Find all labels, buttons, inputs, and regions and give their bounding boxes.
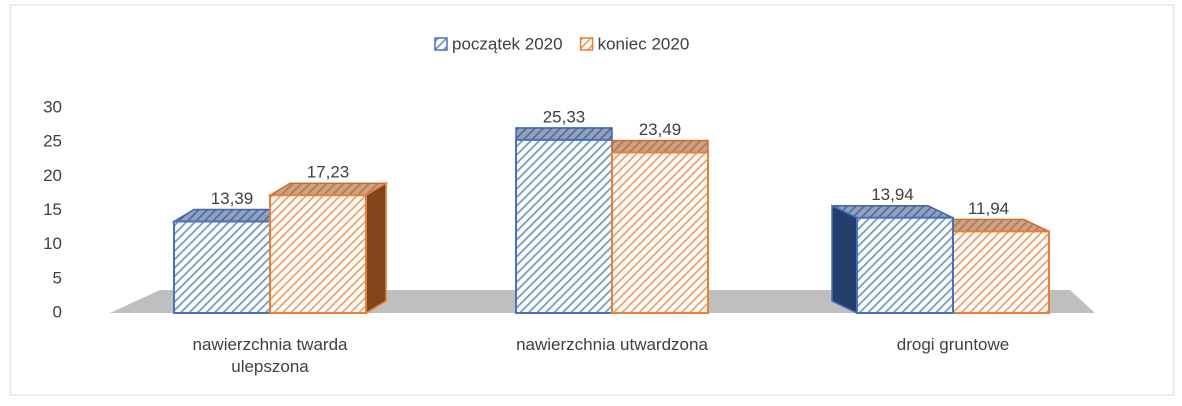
bar-front [952,230,1050,314]
data-label: 13,39 [211,189,254,208]
bar-side [365,181,387,315]
bar-top-shade [832,205,953,218]
bar-top-shade [928,219,1049,232]
x-tick-label: nawierzchnia utwardzona [516,335,708,354]
bar-front [269,194,367,315]
legend-swatch [434,37,448,51]
bar [267,181,389,315]
y-tick-label: 5 [53,268,62,287]
legend-label: koniec 2020 [598,34,690,53]
x-tick-label: drogi gruntowe [896,335,1010,354]
legend-label: początek 2020 [452,34,563,53]
bar [611,139,709,314]
bar-top-shade [270,183,386,196]
y-tick-label: 30 [43,97,62,116]
data-label: 17,23 [307,163,350,182]
x-tick-label: nawierzchnia twarda ulepszona [192,335,348,376]
legend-swatch [579,37,594,51]
y-tick-label: 10 [43,234,62,253]
bar-front [515,138,613,314]
bar-side [831,204,858,315]
bar-front [611,151,709,314]
data-label: 23,49 [639,120,682,139]
y-tick-label: 20 [43,166,62,185]
bar-front [856,216,954,314]
y-tick-label: 25 [43,132,62,151]
chart-frame [9,4,1175,396]
bar-front [173,220,271,314]
bar-top-shade [612,140,708,153]
bar [515,127,613,314]
bar [831,204,954,315]
data-label: 11,94 [968,199,1009,218]
bar-top-shade [174,209,290,222]
data-label: 13,94 [871,185,914,204]
y-tick-label: 0 [53,302,62,321]
y-tick-label: 15 [43,200,62,219]
data-label: 25,33 [543,107,586,126]
bar-top-shade [516,127,612,140]
